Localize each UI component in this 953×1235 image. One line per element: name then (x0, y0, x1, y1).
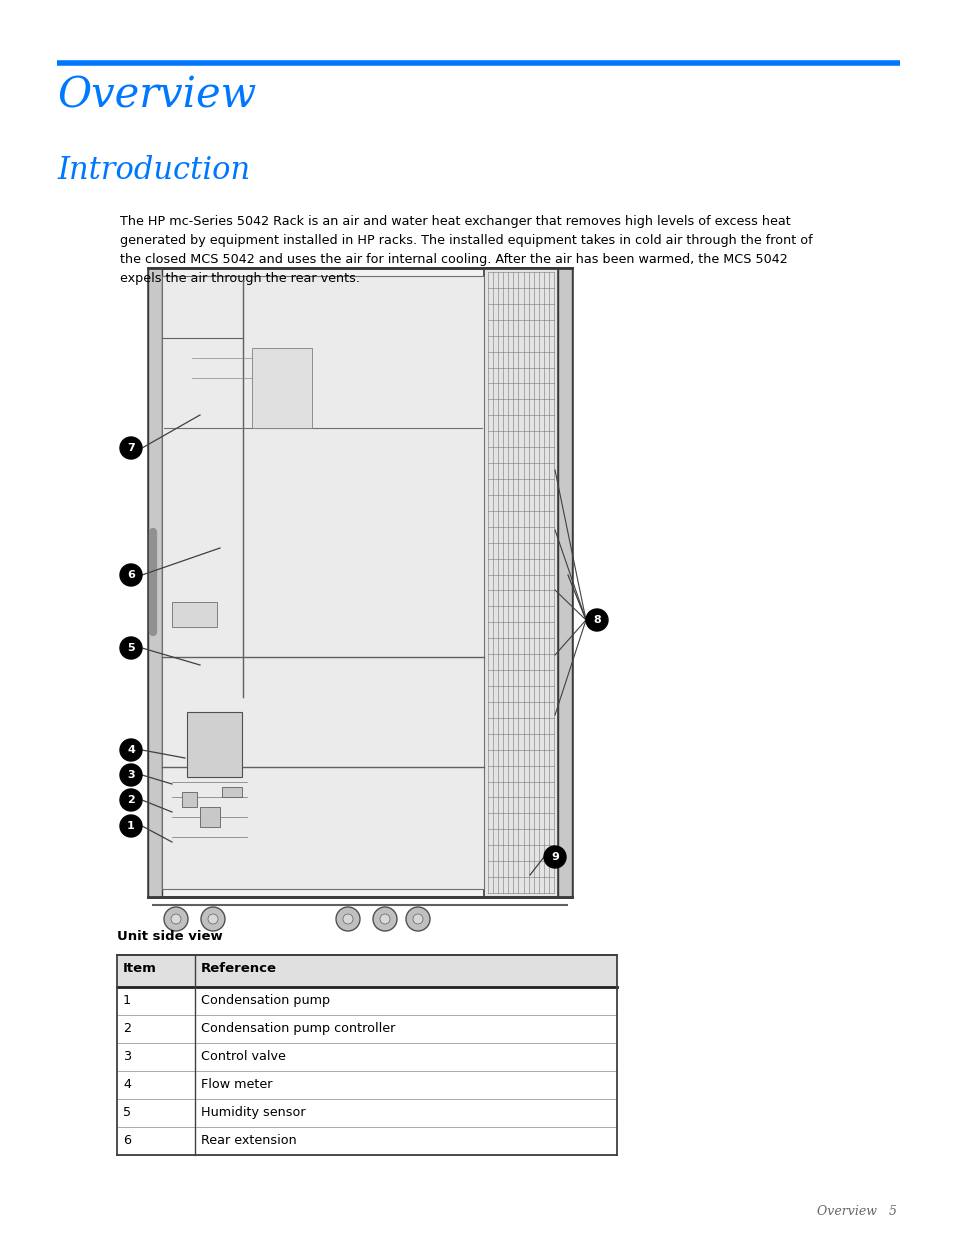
Bar (117, 1099, 617, 1128)
Circle shape (201, 906, 225, 931)
Bar (117, 955, 617, 987)
Text: expels the air through the rear vents.: expels the air through the rear vents. (120, 272, 359, 285)
Text: The HP mc-Series 5042 Rack is an air and water heat exchanger that removes high : The HP mc-Series 5042 Rack is an air and… (120, 215, 790, 228)
Text: Control valve: Control valve (201, 1050, 286, 1063)
Text: 7: 7 (127, 443, 134, 453)
Text: 4: 4 (123, 1078, 131, 1091)
Text: Humidity sensor: Humidity sensor (201, 1107, 305, 1119)
Text: Flow meter: Flow meter (201, 1078, 273, 1091)
Text: 3: 3 (127, 769, 134, 781)
Circle shape (543, 846, 565, 868)
Text: 5: 5 (123, 1107, 131, 1119)
Bar (172, 601, 216, 627)
Bar (483, 268, 558, 897)
Circle shape (343, 914, 353, 924)
Bar (117, 1128, 617, 1155)
Bar (252, 348, 312, 429)
Circle shape (120, 815, 142, 837)
Bar (117, 1015, 617, 1044)
Text: Overview: Overview (57, 75, 256, 117)
Text: Rear extension: Rear extension (201, 1134, 296, 1147)
Text: generated by equipment installed in HP racks. The installed equipment takes in c: generated by equipment installed in HP r… (120, 233, 812, 247)
Text: Introduction: Introduction (57, 156, 250, 186)
Text: Unit side view: Unit side view (117, 930, 222, 944)
Text: Reference: Reference (201, 962, 276, 974)
Circle shape (120, 564, 142, 585)
Circle shape (120, 637, 142, 659)
Text: Item: Item (123, 962, 156, 974)
Text: the closed MCS 5042 and uses the air for internal cooling. After the air has bee: the closed MCS 5042 and uses the air for… (120, 253, 787, 266)
Bar (148, 268, 162, 897)
Text: 1: 1 (127, 821, 134, 831)
Text: 6: 6 (123, 1134, 131, 1147)
Text: Condensation pump controller: Condensation pump controller (201, 1023, 395, 1035)
Text: 8: 8 (593, 615, 600, 625)
Circle shape (406, 906, 430, 931)
Circle shape (120, 739, 142, 761)
Text: 3: 3 (123, 1050, 131, 1063)
Circle shape (171, 914, 181, 924)
Bar (222, 787, 242, 797)
Circle shape (164, 906, 188, 931)
Text: 2: 2 (127, 795, 134, 805)
Text: Overview   5: Overview 5 (816, 1205, 896, 1218)
Bar (117, 987, 617, 1015)
Circle shape (379, 914, 390, 924)
Text: Condensation pump: Condensation pump (201, 994, 330, 1007)
Circle shape (208, 914, 218, 924)
Bar (200, 806, 220, 827)
Text: 4: 4 (127, 745, 134, 755)
Circle shape (413, 914, 422, 924)
Bar (182, 792, 196, 806)
Bar (558, 268, 572, 897)
Bar (117, 1044, 617, 1071)
Bar (162, 275, 483, 889)
Circle shape (585, 609, 607, 631)
Text: 6: 6 (127, 571, 134, 580)
Text: 1: 1 (123, 994, 131, 1007)
Text: 2: 2 (123, 1023, 131, 1035)
Bar (187, 713, 242, 777)
Bar (117, 1071, 617, 1099)
Circle shape (120, 764, 142, 785)
Circle shape (373, 906, 396, 931)
Circle shape (335, 906, 359, 931)
Circle shape (120, 789, 142, 811)
Circle shape (120, 437, 142, 459)
Text: 9: 9 (551, 852, 558, 862)
Text: 5: 5 (127, 643, 134, 653)
Bar (148, 268, 572, 897)
